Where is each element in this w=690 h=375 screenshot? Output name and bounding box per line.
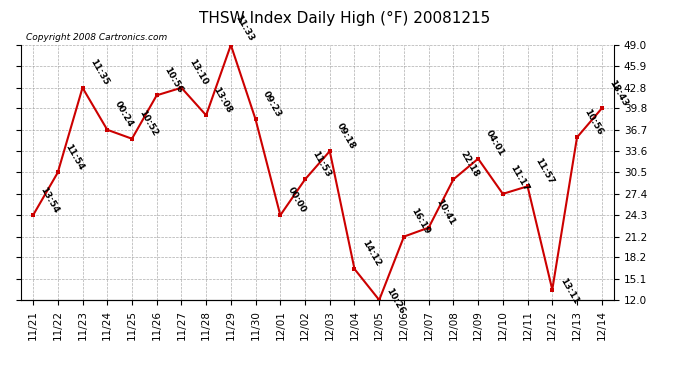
Text: 14:12: 14:12 [360, 239, 382, 268]
Text: 11:33: 11:33 [234, 13, 256, 43]
Text: 11:35: 11:35 [88, 58, 110, 87]
Text: 11:54: 11:54 [63, 142, 86, 172]
Text: 13:54: 13:54 [39, 185, 61, 214]
Text: 16:19: 16:19 [409, 206, 432, 236]
Text: 10:41: 10:41 [434, 198, 456, 227]
Text: 04:01: 04:01 [484, 129, 506, 158]
Text: 13:10: 13:10 [187, 58, 209, 87]
Text: THSW Index Daily High (°F) 20081215: THSW Index Daily High (°F) 20081215 [199, 11, 491, 26]
Text: 10:56: 10:56 [582, 107, 604, 136]
Text: 10:26: 10:26 [385, 287, 407, 316]
Text: 10:52: 10:52 [137, 109, 159, 138]
Text: 09:23: 09:23 [261, 89, 284, 118]
Text: 09:18: 09:18 [335, 121, 357, 150]
Text: Copyright 2008 Cartronics.com: Copyright 2008 Cartronics.com [26, 33, 167, 42]
Text: 00:00: 00:00 [286, 186, 308, 214]
Text: 00:24: 00:24 [112, 100, 135, 129]
Text: 13:11: 13:11 [558, 276, 580, 306]
Text: 11:57: 11:57 [533, 156, 555, 186]
Text: 10:56: 10:56 [162, 65, 184, 94]
Text: 11:53: 11:53 [310, 149, 333, 178]
Text: 11:17: 11:17 [509, 164, 531, 193]
Text: 18:43: 18:43 [607, 78, 629, 108]
Text: 22:18: 22:18 [459, 149, 481, 178]
Text: 13:08: 13:08 [212, 86, 234, 114]
